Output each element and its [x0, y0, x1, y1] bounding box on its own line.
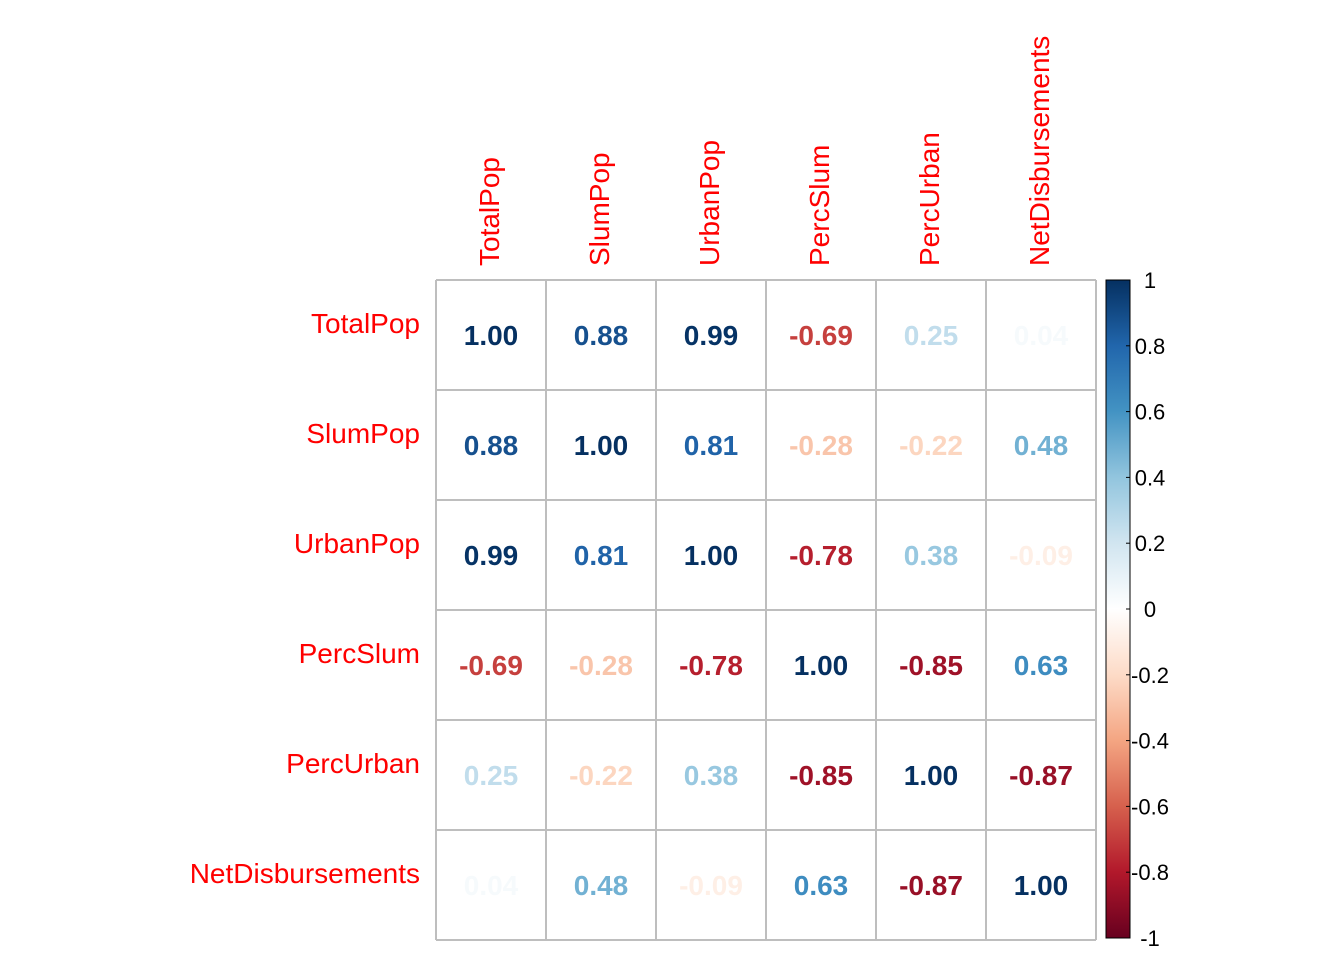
row-label: SlumPop [306, 418, 420, 449]
column-label: PercSlum [804, 145, 835, 266]
cell-value: 0.88 [464, 430, 519, 461]
cell-value: 0.04 [464, 870, 519, 901]
colorbar-tick-label: 0.4 [1135, 465, 1166, 490]
row-label: UrbanPop [294, 528, 420, 559]
cell-value: 0.81 [684, 430, 739, 461]
cell-value: 0.38 [684, 760, 739, 791]
cell-value: 0.99 [464, 540, 519, 571]
cell-value: -0.87 [899, 870, 963, 901]
cell-value: -0.85 [899, 650, 963, 681]
cell-value: 1.00 [794, 650, 849, 681]
cell-value: 0.99 [684, 320, 739, 351]
column-label: UrbanPop [694, 140, 725, 266]
cell-value: -0.09 [1009, 540, 1073, 571]
colorbar-tick-label: 0.6 [1135, 400, 1166, 425]
colorbar-tick-label: -1 [1140, 926, 1160, 951]
column-label: PercUrban [914, 132, 945, 266]
row-label: NetDisbursements [190, 858, 420, 889]
column-label: TotalPop [474, 157, 505, 266]
cell-value: -0.22 [899, 430, 963, 461]
cell-value: -0.78 [789, 540, 853, 571]
cell-value: 0.88 [574, 320, 629, 351]
cell-value: 0.48 [574, 870, 629, 901]
cell-value: -0.85 [789, 760, 853, 791]
cell-value: 0.63 [794, 870, 849, 901]
cell-value: 0.81 [574, 540, 629, 571]
cell-value: 1.00 [1014, 870, 1069, 901]
cell-value: 0.25 [464, 760, 519, 791]
cell-value: 0.48 [1014, 430, 1069, 461]
cell-value: -0.78 [679, 650, 743, 681]
row-label: PercSlum [299, 638, 420, 669]
cell-value: 0.04 [1014, 320, 1069, 351]
cell-value: 0.38 [904, 540, 959, 571]
cell-value: 0.63 [1014, 650, 1069, 681]
colorbar-tick-label: 0.2 [1135, 531, 1166, 556]
cell-value: -0.22 [569, 760, 633, 791]
colorbar-tick-label: -0.2 [1131, 663, 1169, 688]
cell-value: 0.25 [904, 320, 959, 351]
cell-value: -0.69 [459, 650, 523, 681]
colorbar-tick-label: -0.8 [1131, 860, 1169, 885]
cell-value: -0.28 [789, 430, 853, 461]
colorbar-tick-label: 1 [1144, 268, 1156, 293]
colorbar-tick-label: 0 [1144, 597, 1156, 622]
colorbar-tick-label: 0.8 [1135, 334, 1166, 359]
cell-value: -0.09 [679, 870, 743, 901]
colorbar-tick-label: -0.6 [1131, 794, 1169, 819]
colorbar-tick-label: -0.4 [1131, 729, 1169, 754]
cell-value: -0.28 [569, 650, 633, 681]
cell-value: 1.00 [904, 760, 959, 791]
row-label: TotalPop [311, 308, 420, 339]
column-label: SlumPop [584, 152, 615, 266]
matrix-grid [435, 279, 1097, 941]
row-label: PercUrban [286, 748, 420, 779]
cell-value: 1.00 [684, 540, 739, 571]
column-label: NetDisbursements [1024, 36, 1055, 266]
cell-value: 1.00 [464, 320, 519, 351]
cell-value: -0.87 [1009, 760, 1073, 791]
cell-value: -0.69 [789, 320, 853, 351]
cell-value: 1.00 [574, 430, 629, 461]
